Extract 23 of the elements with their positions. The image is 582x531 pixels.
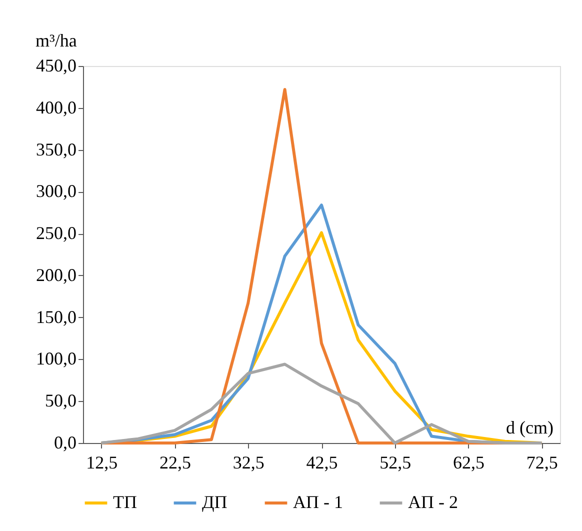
y-tick-label: 200,0 <box>36 264 76 285</box>
y-tick-label: 300,0 <box>36 181 76 202</box>
x-axis-title: d (cm) <box>506 418 554 438</box>
y-tick-label: 50,0 <box>45 390 76 411</box>
legend-label: ДП <box>202 492 228 512</box>
y-tick-label: 250,0 <box>36 223 76 244</box>
legend-label: АП - 1 <box>293 492 343 512</box>
y-tick-label: 0,0 <box>54 432 76 452</box>
y-tick-label: 150,0 <box>36 306 76 327</box>
x-tick-label: 72,5 <box>526 452 558 472</box>
y-axis-title: m³/ha <box>36 30 77 50</box>
x-tick-label: 62,5 <box>453 452 485 472</box>
y-tick-label: 400,0 <box>36 97 76 118</box>
y-tick-label: 350,0 <box>36 139 76 160</box>
legend-label: ТП <box>113 492 137 512</box>
legend-label: АП - 2 <box>408 492 458 512</box>
y-tick-label: 450,0 <box>36 56 76 76</box>
y-tick-label: 100,0 <box>36 348 76 369</box>
x-tick-label: 52,5 <box>380 452 412 472</box>
x-tick-label: 32,5 <box>232 452 264 472</box>
x-tick-label: 42,5 <box>306 452 338 472</box>
x-tick-label: 12,5 <box>86 452 118 472</box>
x-tick-label: 22,5 <box>159 452 191 472</box>
